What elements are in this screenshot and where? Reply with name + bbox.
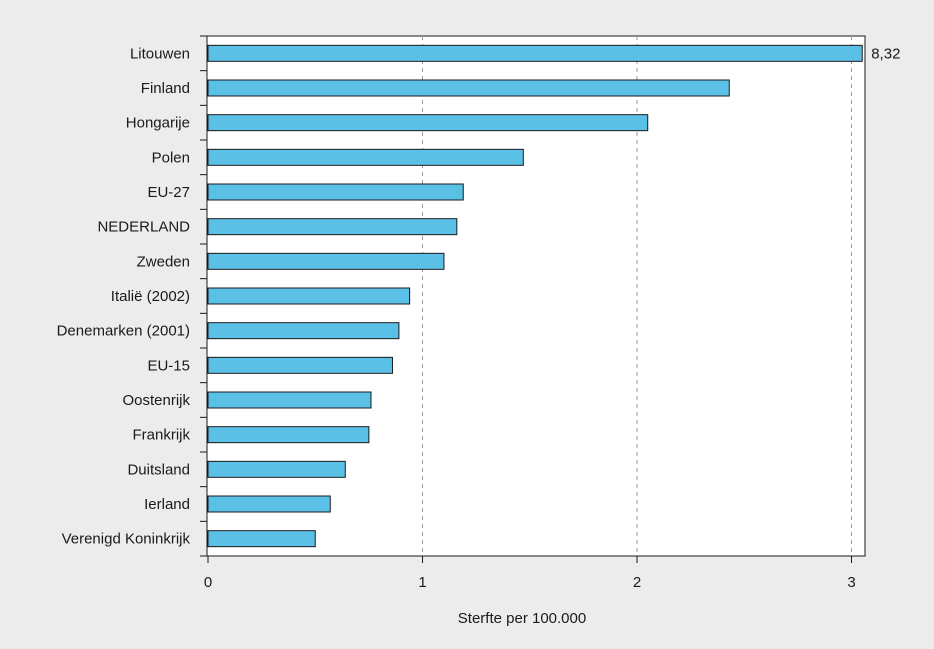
bar — [207, 183, 464, 201]
y-tick-label: Verenigd Koninkrijk — [62, 531, 191, 548]
bars: 8,32 — [207, 44, 900, 548]
y-tick-label: Oostenrijk — [122, 392, 190, 409]
bar — [207, 426, 370, 444]
y-tick-label: Ierland — [144, 496, 190, 513]
y-tick-label: EU-27 — [147, 184, 190, 201]
x-tick-label: 2 — [633, 574, 641, 591]
bar — [207, 391, 372, 409]
bar — [207, 218, 458, 236]
data-label: 8,32 — [871, 45, 900, 62]
bar — [207, 148, 524, 166]
y-tick-label: Zweden — [137, 253, 190, 270]
bar — [207, 322, 400, 340]
bar — [207, 114, 649, 132]
x-axis-label: Sterfte per 100.000 — [458, 610, 586, 627]
y-ticks: Litouwen Finland Hongarije Polen EU-27 NEDERL… — [57, 35, 207, 557]
y-tick-label: Italië (2002) — [111, 288, 190, 305]
bar — [207, 495, 331, 513]
bar — [207, 44, 863, 62]
y-tick-label: Polen — [152, 149, 190, 166]
y-tick-label: Litouwen — [130, 45, 190, 62]
y-tick-label: Hongarije — [126, 115, 190, 132]
bar — [207, 252, 445, 270]
bar — [207, 356, 393, 374]
y-tick-label: EU-15 — [147, 357, 190, 374]
x-tick-label: 1 — [418, 574, 426, 591]
bar — [207, 287, 411, 305]
bar — [207, 530, 316, 548]
x-ticks: 0 1 2 3 — [204, 556, 856, 591]
bar — [207, 79, 730, 97]
grid-lines — [422, 36, 852, 556]
x-tick-label: 3 — [847, 574, 855, 591]
y-tick-label: NEDERLAND — [97, 219, 190, 236]
bar — [207, 460, 346, 478]
y-tick-label: Frankrijk — [132, 427, 190, 444]
y-tick-label: Duitsland — [127, 461, 190, 478]
y-tick-label: Denemarken (2001) — [57, 323, 190, 340]
x-tick-label: 0 — [204, 574, 212, 591]
y-tick-label: Finland — [141, 80, 190, 97]
